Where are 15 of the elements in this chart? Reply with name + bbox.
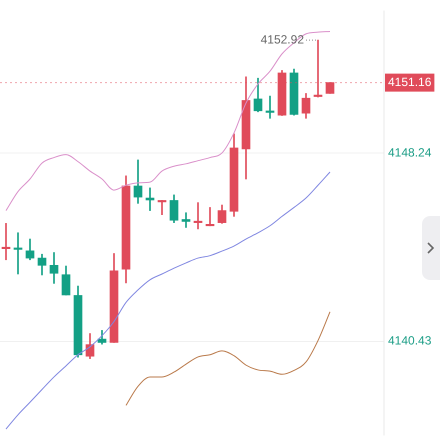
candlestick bbox=[158, 200, 166, 216]
y-tick-label: 4148.24 bbox=[388, 145, 432, 160]
candlestick bbox=[206, 207, 214, 226]
candlestick bbox=[2, 223, 10, 260]
y-tick-label: 4140.43 bbox=[388, 334, 432, 348]
candlestick bbox=[14, 232, 22, 274]
candlestick bbox=[182, 212, 190, 228]
line-series bbox=[126, 311, 330, 406]
ref-line-label: 4151.16 bbox=[388, 74, 432, 89]
candlestick bbox=[194, 202, 202, 230]
line-series bbox=[6, 30, 330, 212]
candlestick bbox=[314, 40, 322, 98]
candlestick bbox=[146, 188, 154, 211]
line-series bbox=[6, 172, 330, 430]
candlestick bbox=[266, 96, 274, 119]
